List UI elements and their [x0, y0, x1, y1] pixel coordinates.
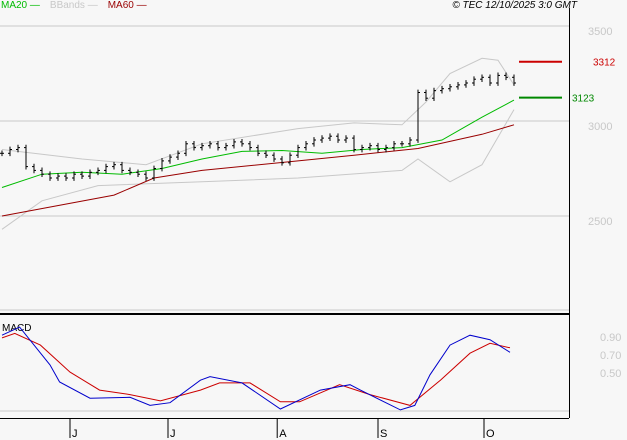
- x-tick-label: O: [486, 428, 495, 440]
- legend: MA20 — BBands — MA60 — © TEC 12/10/2025 …: [1, 0, 577, 12]
- price-marker-label: 3123: [572, 94, 595, 105]
- x-tick-label: S: [380, 428, 387, 440]
- price-marker-label: 3312: [593, 58, 616, 69]
- legend-ma20-label: MA20: [1, 0, 28, 11]
- macd-tick-label: 0.70: [600, 350, 621, 362]
- copyright: © TEC 12/10/2025 3:0 GMT: [452, 0, 577, 11]
- y-tick-label: 2500: [588, 216, 612, 228]
- macd-tick-label: 0.50: [600, 368, 621, 380]
- x-tick-label: J: [72, 428, 78, 440]
- y-tick-label: 3000: [588, 121, 612, 133]
- legend-ma20: MA20 —: [1, 0, 40, 11]
- legend-bbands: BBands —: [49, 0, 98, 11]
- y-tick-label: 3500: [588, 26, 612, 38]
- ma60-line: [1, 124, 515, 217]
- legend-ma60: MA60 —: [107, 0, 147, 11]
- bband-lower: [1, 109, 515, 230]
- x-tick-label: A: [279, 428, 287, 440]
- macd-tick-label: 0.90: [600, 332, 621, 344]
- legend-ma60-label: MA60: [107, 0, 134, 11]
- ma20-line: [1, 99, 515, 188]
- x-tick-label: J: [170, 428, 176, 440]
- macd-line: [1, 326, 511, 411]
- bband-upper: [1, 57, 515, 166]
- macd-signal-line: [1, 332, 511, 406]
- legend-bbands-label: BBands: [49, 0, 85, 11]
